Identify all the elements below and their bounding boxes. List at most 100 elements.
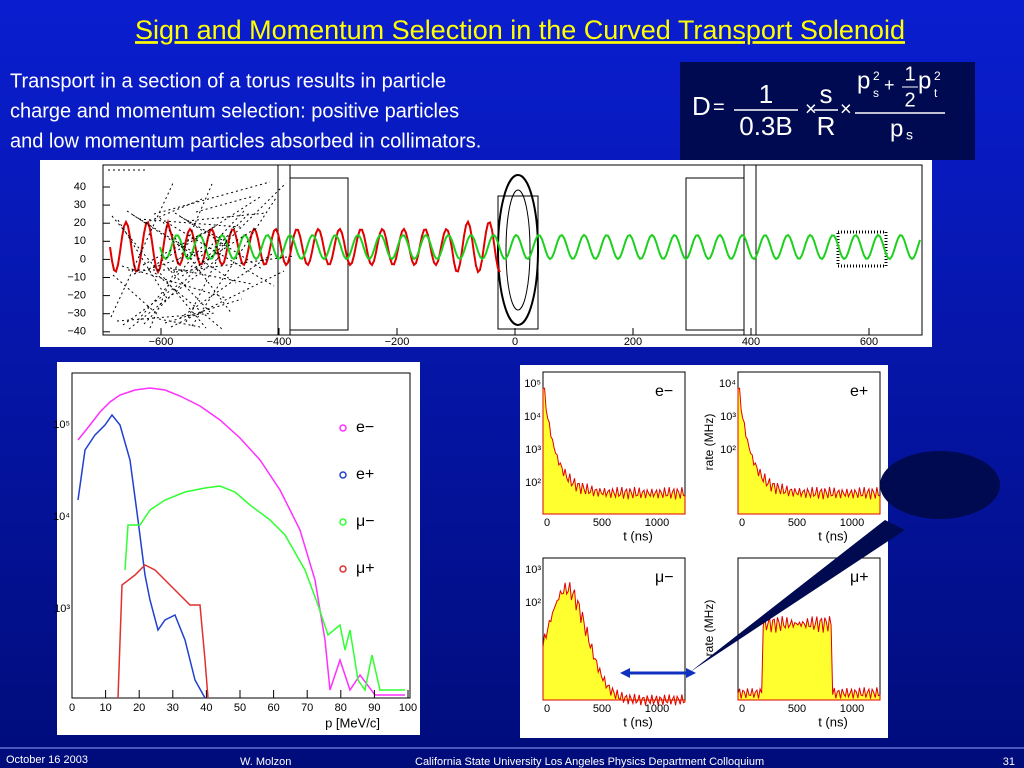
f: t	[934, 86, 938, 100]
y-tick-label: 10	[74, 235, 86, 247]
x-tick-label: 60	[267, 702, 279, 714]
footer-author: W. Molzon	[240, 756, 291, 768]
legend-marker	[339, 565, 347, 573]
body-line: and low momentum particles absorbed in c…	[10, 130, 481, 152]
callout	[690, 520, 905, 672]
formula-box	[680, 62, 975, 160]
scatter-tracks	[108, 169, 295, 330]
f: 1	[904, 63, 915, 85]
y-tick-label: −40	[67, 326, 86, 338]
left-plot-bg	[57, 362, 420, 735]
y-tick-label: −30	[67, 308, 86, 320]
y-tick-label: 10⁵	[53, 419, 70, 431]
x-tick-label: 0	[512, 336, 518, 348]
x-tick-label: 0	[544, 703, 550, 715]
x-tick-label: 400	[742, 336, 760, 348]
y-tick-label: 10⁴	[719, 378, 736, 390]
x-tick-label: 90	[368, 702, 380, 714]
y-tick-label: 10⁴	[53, 511, 70, 523]
x-tick-label: 30	[167, 702, 179, 714]
f: s	[873, 86, 879, 100]
histogram	[542, 582, 686, 706]
panel-label: μ+	[850, 569, 869, 586]
x-tick-label: 0	[544, 517, 550, 529]
formula: D = 1 0.3B × s R × p 2 s + 1 2 p 2 t p s	[692, 63, 945, 143]
x-tick-label: 70	[301, 702, 313, 714]
left-ticks: 10⁵ 10⁴ 10³ 0 10 20 30 40 50 60 70 80 90 100 p [MeV/c]…	[53, 419, 417, 731]
panel-label: μ−	[655, 569, 674, 586]
x-tick-label: 80	[335, 702, 347, 714]
x-tick-label: 100	[399, 702, 417, 714]
f: p	[918, 67, 931, 94]
x-tick-label: −400	[267, 336, 292, 348]
x-tick-label: 0	[739, 517, 745, 529]
histogram	[737, 387, 881, 515]
x-tick-label: 1000	[840, 703, 864, 715]
x-tick-label: 500	[593, 517, 611, 529]
legend-marker	[339, 518, 347, 526]
f: ×	[840, 98, 852, 120]
y-tick-label: 0	[80, 253, 86, 265]
footer-date: October 16 2003	[6, 754, 88, 766]
histogram	[737, 616, 881, 701]
f: D	[692, 91, 711, 121]
x-tick-label: 1000	[840, 517, 864, 529]
x-tick-label: 10	[99, 702, 111, 714]
y-axis-label: rate (MHz)	[702, 414, 716, 471]
legend-label: e−	[356, 419, 374, 436]
x-axis-label: t (ns)	[623, 528, 653, 543]
mu-plus-curve	[117, 564, 209, 699]
f: 2	[873, 69, 880, 83]
y-tick-label: 10⁵	[524, 378, 541, 390]
y-tick-label: 10⁴	[524, 411, 541, 423]
y-tick-label: 10³	[720, 411, 736, 423]
footer-page: 31	[1003, 756, 1015, 768]
f: 2	[934, 69, 941, 83]
callout-bubble	[880, 451, 1000, 519]
x-axis-label: t (ns)	[818, 528, 848, 543]
y-tick-label: −20	[67, 290, 86, 302]
title: Sign and Momentum Selection in the Curve…	[135, 15, 905, 45]
panel-label: e−	[655, 383, 673, 400]
y-tick-label: 10²	[525, 477, 541, 489]
y-tick-label: −10	[67, 271, 86, 283]
legend-marker	[339, 471, 347, 479]
top-ticks: 40 30 20 10 0 −10 −20 −30 −40 −600 −400 −200 0 200 400…	[67, 181, 878, 348]
legend-label: μ+	[356, 560, 375, 577]
legend-label: e+	[356, 466, 374, 483]
panel-label: e+	[850, 383, 868, 400]
x-tick-label: 1000	[645, 517, 669, 529]
legend-marker	[339, 424, 347, 432]
y-tick-label: 10³	[54, 603, 70, 615]
y-tick-label: 10²	[720, 444, 736, 456]
mu-minus-curve	[124, 485, 405, 692]
x-axis-label: t (ns)	[623, 714, 653, 729]
y-axis-label: rate (MHz)	[702, 600, 716, 657]
x-tick-label: 1000	[645, 703, 669, 715]
y-tick-label: 30	[74, 199, 86, 211]
e-plus-curve	[77, 413, 206, 699]
f: ×	[805, 98, 817, 120]
x-tick-label: 0	[69, 702, 75, 714]
f: p	[890, 115, 903, 142]
x-axis-label: p [MeV/c]	[325, 715, 380, 730]
x-tick-label: 500	[593, 703, 611, 715]
y-tick-label: 10³	[525, 564, 541, 576]
green-trajectory	[159, 233, 921, 261]
y-tick-label: 10³	[525, 444, 541, 456]
f: =	[713, 96, 725, 118]
x-axis-label: t (ns)	[818, 714, 848, 729]
x-tick-label: 600	[860, 336, 878, 348]
f: 0.3B	[739, 111, 793, 141]
arrowhead	[686, 668, 696, 678]
f: R	[817, 111, 836, 141]
y-tick-label: 20	[74, 217, 86, 229]
f: 1	[759, 79, 773, 109]
legend-label: μ−	[356, 513, 375, 530]
x-tick-label: 200	[624, 336, 642, 348]
left-plot-frame	[71, 372, 411, 699]
x-tick-label: 40	[200, 702, 212, 714]
x-tick-label: 0	[739, 703, 745, 715]
